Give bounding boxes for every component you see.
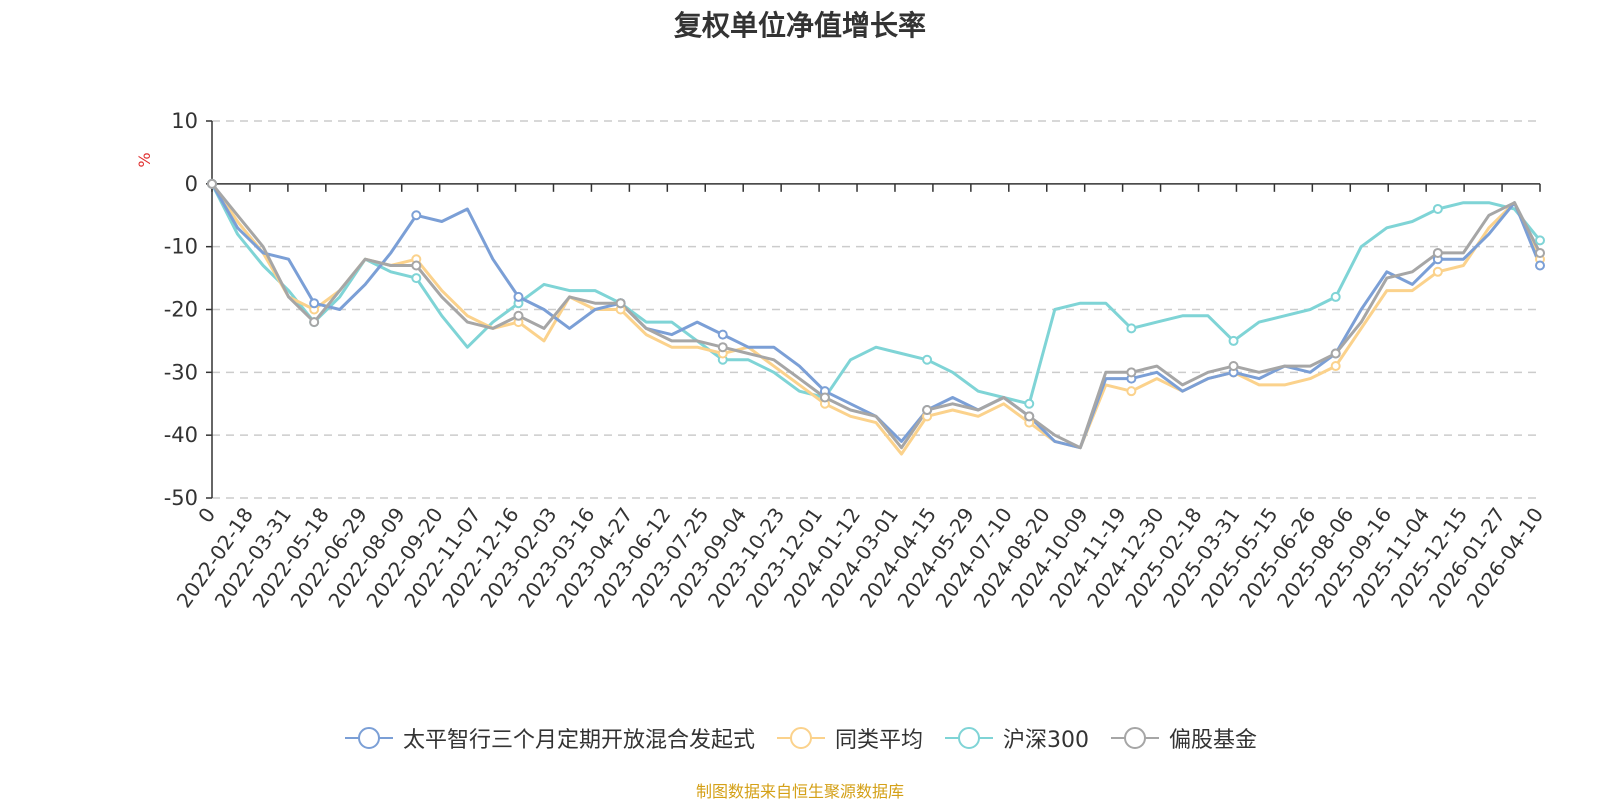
axes	[206, 120, 1541, 499]
series-line-2	[210, 183, 1542, 406]
y-tick-label: -50	[164, 486, 198, 510]
series-line-0	[210, 183, 1542, 450]
legend: 太平智行三个月定期开放混合发起式 同类平均 沪深300 偏股基金	[0, 722, 1600, 754]
series-point	[1330, 291, 1341, 302]
series-point	[922, 405, 933, 416]
legend-item-2[interactable]: 沪深300	[943, 722, 1089, 754]
series-line-1	[210, 182, 1542, 456]
legend-label: 同类平均	[834, 728, 923, 753]
series-point	[1330, 348, 1341, 359]
series-point	[1432, 247, 1443, 258]
y-tick-label: -20	[164, 298, 198, 322]
y-tick-label: -40	[164, 423, 198, 447]
legend-marker	[776, 727, 825, 749]
series-point	[819, 392, 830, 403]
series-point	[513, 291, 524, 302]
legend-label: 太平智行三个月定期开放混合发起式	[402, 728, 755, 753]
y-tick-label: 0	[185, 172, 198, 196]
series-lines	[210, 182, 1542, 456]
series-point	[1024, 411, 1035, 422]
series-point	[1535, 260, 1545, 271]
series-point	[1535, 247, 1545, 258]
series-point	[513, 310, 524, 321]
legend-marker	[1111, 727, 1159, 749]
legend-label: 沪深300	[1003, 728, 1089, 753]
y-tick-label: -30	[164, 360, 198, 384]
series-point	[615, 298, 626, 309]
source-note: 制图数据来自恒生聚源数据库	[695, 782, 904, 801]
series-point	[411, 260, 422, 271]
legend-item-1[interactable]: 同类平均	[775, 722, 923, 754]
series-point	[1126, 367, 1137, 378]
series-point	[411, 273, 422, 284]
gridlines	[212, 120, 1540, 499]
series-point	[1126, 386, 1137, 397]
legend-item-3[interactable]: 偏股基金	[1109, 722, 1257, 754]
legend-marker	[945, 727, 993, 749]
legend-marker	[344, 727, 393, 749]
series-markers	[207, 178, 1545, 428]
series-point	[1432, 203, 1443, 214]
series-point	[411, 210, 422, 221]
series-point	[717, 329, 728, 340]
series-point	[1024, 398, 1035, 409]
series-point	[1535, 235, 1545, 246]
series-point	[1228, 335, 1239, 346]
series-point	[1330, 361, 1341, 372]
x-tick-label: 0	[193, 503, 220, 527]
legend-label: 偏股基金	[1169, 728, 1258, 753]
legend-item-0[interactable]: 太平智行三个月定期开放混合发起式	[343, 722, 755, 754]
y-axis-label: %	[135, 152, 154, 167]
series-point	[717, 342, 728, 353]
series-point	[309, 317, 320, 328]
y-tick-label: -10	[164, 235, 198, 259]
y-tick-labels: 10 0 -10 -20 -30 -40 -50	[164, 109, 198, 510]
chart-title: 复权单位净值增长率	[673, 9, 926, 42]
series-point	[1228, 361, 1239, 372]
series-point	[207, 178, 217, 189]
y-tick-label: 10	[171, 109, 198, 133]
series-point	[1432, 266, 1443, 277]
series-line-3	[210, 182, 1542, 450]
series-point	[1126, 323, 1137, 334]
series-point	[922, 354, 933, 365]
x-tick-labels: 02022-02-182022-03-312022-05-182022-06-2…	[172, 503, 1548, 612]
series-point	[309, 298, 320, 309]
